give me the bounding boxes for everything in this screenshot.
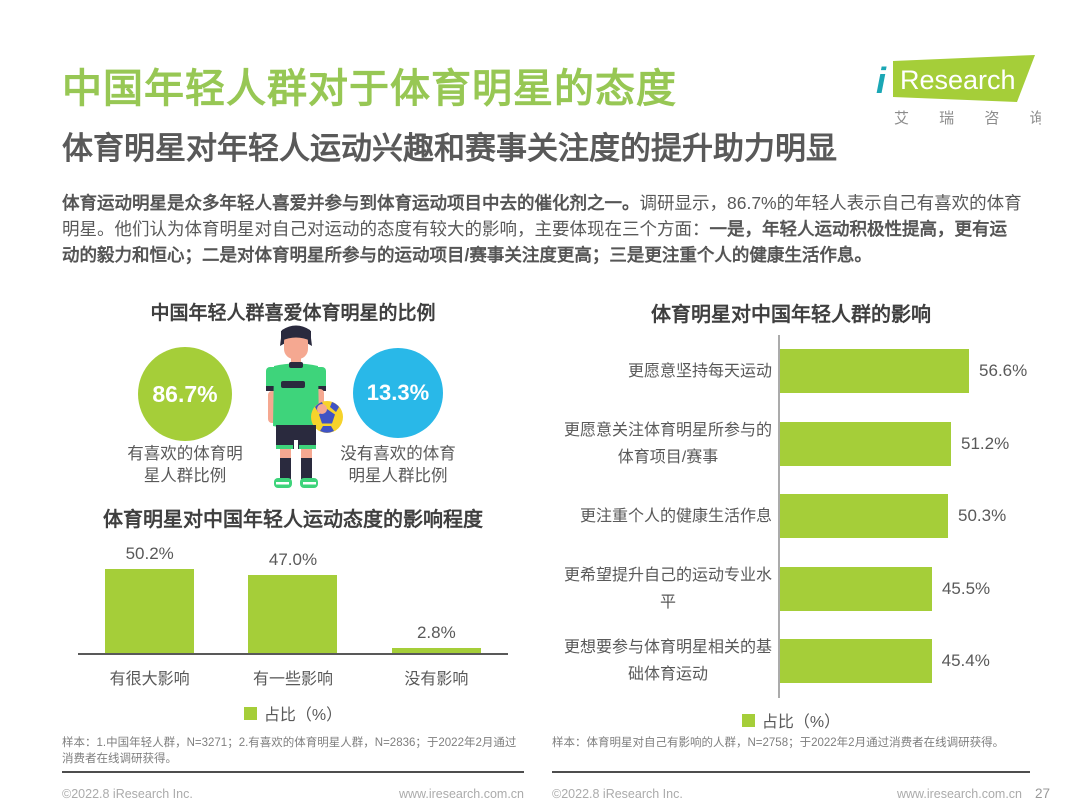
right-separator	[552, 771, 1030, 773]
page-number: 27	[1034, 786, 1050, 801]
attitude-impact-categories: 有很大影响 有一些影响 没有影响	[78, 665, 508, 689]
iresearch-logo-graphic: i Research 艾 瑞 咨 询	[876, 55, 1045, 127]
right-column: 体育明星对中国年轻人群的影响 更愿意坚持每天运动 56.6% 更愿意关注体育明星所参…	[552, 293, 1030, 783]
bar-value-label: 45.5%	[941, 578, 991, 598]
fans-share-chart-title: 中国年轻人群喜爱体育明星的比例	[150, 303, 436, 324]
left-separator	[62, 771, 524, 773]
page-subtitle: 体育明星对年轻人运动兴趣和赛事关注度的提升助力明显	[62, 131, 837, 166]
hbar-row: 更希望提升自己的运动专业水平 45.5%	[552, 552, 1030, 625]
copyright-right: ©2022.8 iResearch Inc.	[552, 786, 683, 801]
logo-banner-shape	[893, 55, 1035, 102]
fans-share-circle-green: 86.7%	[138, 347, 232, 441]
fans-share-label-green: 有喜欢的体育明 星人群比例	[127, 445, 243, 485]
soccer-player-illustration	[266, 325, 343, 488]
hbar-row: 更想要参与体育明星相关的基 础体育运动 45.4%	[552, 625, 1030, 698]
logo-letter-i: i	[876, 60, 887, 101]
legend-swatch-icon	[741, 713, 755, 727]
bar-value-label: 47.0%	[268, 549, 318, 569]
right-footnote: 样本：体育明星对自己有影响的人群，N=2758；于2022年2月通过消费者在线调…	[552, 737, 1005, 749]
footer-left-group: ©2022.8 iResearch Inc. www.iresearch.com…	[62, 787, 524, 801]
legend-label: 占比（%）	[263, 707, 343, 724]
bar-有一些影响	[248, 574, 338, 653]
hbar-category-label: 更愿意坚持每天运动	[627, 362, 772, 380]
hbar-category-label: 更愿意关注体育明星所参与的 体育项目/赛事	[563, 421, 772, 466]
hbar-plot-zone: 45.4%	[778, 625, 1030, 698]
hbar-category-label: 更希望提升自己的运动专业水平	[563, 566, 772, 611]
fans-share-value-blue: 13.3%	[366, 380, 430, 405]
iresearch-logo: i Research 艾 瑞 咨 询	[863, 55, 1045, 129]
hbar-row: 更愿意关注体育明星所参与的 体育项目/赛事 51.2%	[552, 407, 1030, 480]
influence-legend: 占比（%）	[552, 708, 1030, 732]
website-url-right: www.iresearch.com.cn	[896, 786, 1022, 801]
footer-right-group: ©2022.8 iResearch Inc. www.iresearch.com…	[552, 787, 1022, 801]
bar-更愿意坚持每天运动	[780, 349, 970, 394]
bar-更愿意关注体育明星所参与的体育项目/赛事	[780, 421, 951, 466]
hbar-plot-zone: 50.3%	[778, 480, 1030, 553]
vbar-column: 50.2%	[78, 537, 221, 653]
bar-没有影响	[391, 648, 481, 653]
hbar-row: 更注重个人的健康生活作息 50.3%	[552, 480, 1030, 553]
bar-更注重个人的健康生活作息	[780, 494, 948, 539]
bar-value-label: 2.8%	[416, 623, 456, 643]
intro-segment-3: 一是，年轻人运动积极性提高，更有运动的毅力和恒心；二是对体育明星所参与的运动项目…	[62, 219, 1007, 265]
legend-label: 占比（%）	[761, 714, 841, 731]
logo-chinese-name: 艾 瑞 咨 询	[894, 110, 1041, 127]
vbar-column: 47.0%	[221, 537, 364, 653]
bar-value-label: 51.2%	[961, 433, 1010, 453]
bar-value-label: 50.2%	[125, 544, 174, 564]
intro-segment-2: 调研显示，86.7%的年轻人表示自己有喜欢的体育明星。他们认为体育明星对自己对运…	[62, 193, 1022, 239]
page-footer: ©2022.8 iResearch Inc. www.iresearch.com…	[62, 786, 1050, 801]
category-label: 有一些影响	[252, 671, 333, 688]
bar-更希望提升自己的运动专业水平	[780, 566, 932, 611]
page-title: 中国年轻人群对于体育明星的态度	[62, 67, 677, 111]
vbar-column: 2.8%	[365, 537, 508, 653]
intro-paragraph: 体育运动明星是众多年轻人喜爱并参与到体育运动项目中去的催化剂之一。调研显示，86…	[62, 190, 1022, 268]
legend-swatch-icon	[243, 706, 257, 720]
attitude-impact-chart: 50.2% 47.0% 2.8%	[78, 537, 508, 655]
fans-share-label-blue: 没有喜欢的体育 明星人群比例	[340, 445, 456, 485]
left-column: 中国年轻人群喜爱体育明星的比例 86.7%	[62, 293, 524, 783]
fans-share-chart: 86.7%	[62, 325, 524, 500]
bar-value-label: 50.3%	[958, 506, 1007, 526]
bar-value-label: 45.4%	[941, 651, 990, 671]
hbar-row: 更愿意坚持每天运动 56.6%	[552, 335, 1030, 408]
category-label: 有很大影响	[109, 671, 190, 688]
left-footnote: 样本：1.中国年轻人群，N=3271；2.有喜欢的体育明星人群，N=2836；于…	[62, 737, 517, 765]
category-label: 没有影响	[404, 671, 469, 688]
fans-share-circle-blue: 13.3%	[353, 348, 443, 438]
bar-更想要参与体育明星相关的基础体育运动	[780, 639, 932, 684]
influence-chart: 更愿意坚持每天运动 56.6% 更愿意关注体育明星所参与的 体育项目/赛事 51.2% 更…	[552, 335, 1030, 698]
website-url-left: www.iresearch.com.cn	[398, 786, 524, 801]
hbar-category-label: 更想要参与体育明星相关的基 础体育运动	[563, 639, 772, 684]
logo-word-research: Research	[900, 65, 1016, 95]
intro-segment-1: 体育运动明星是众多年轻人喜爱并参与到体育运动项目中去的催化剂之一。	[62, 193, 640, 213]
hbar-category-label: 更注重个人的健康生活作息	[579, 507, 772, 525]
attitude-impact-chart-title: 体育明星对中国年轻人运动态度的影响程度	[103, 509, 483, 531]
influence-chart-title: 体育明星对中国年轻人群的影响	[651, 304, 931, 326]
copyright-left: ©2022.8 iResearch Inc.	[62, 786, 193, 801]
hbar-plot-zone: 51.2%	[778, 407, 1030, 480]
hbar-plot-zone: 56.6%	[778, 335, 1030, 408]
hbar-plot-zone: 45.5%	[778, 552, 1030, 625]
attitude-impact-legend: 占比（%）	[62, 701, 524, 725]
bar-value-label: 56.6%	[979, 361, 1028, 381]
bar-有很大影响	[105, 569, 195, 653]
fans-share-value-green: 86.7%	[152, 380, 218, 407]
